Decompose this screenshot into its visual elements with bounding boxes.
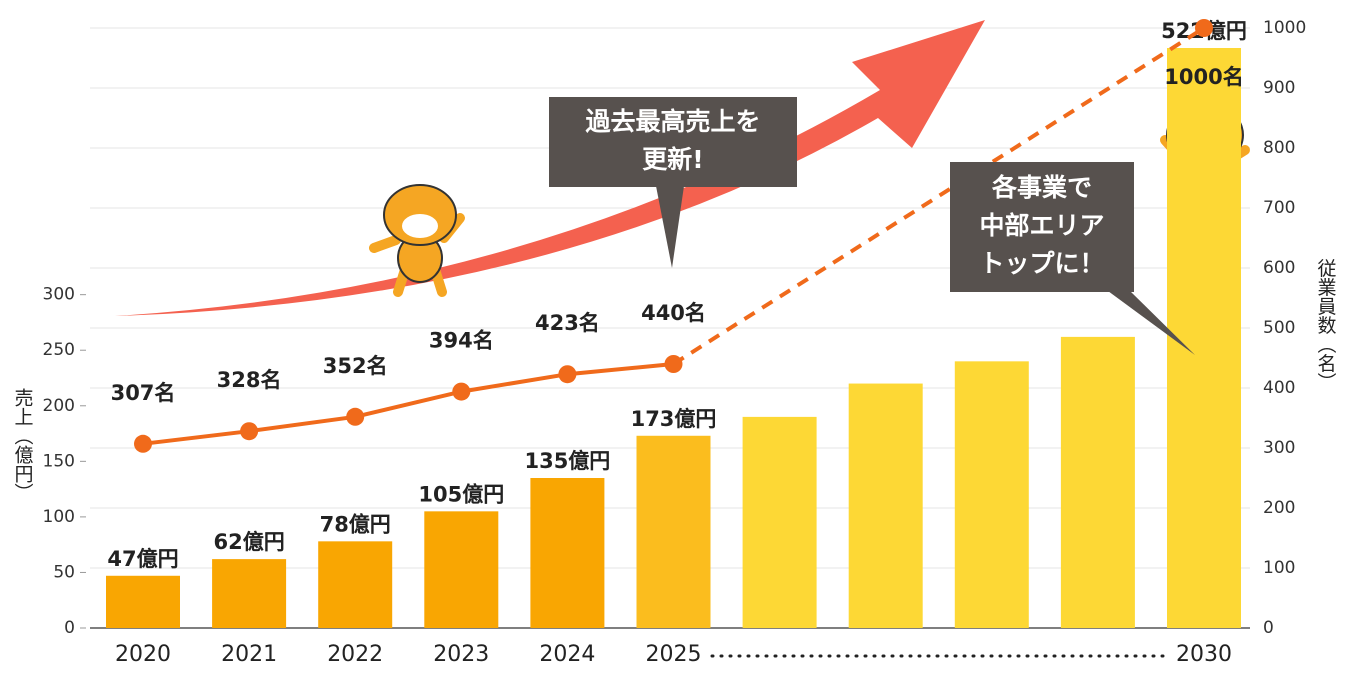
bar [424,511,499,628]
x-tick-label: 2025 [646,642,702,667]
line-point [346,407,365,426]
y-tick-label: 0 [64,618,75,638]
line-value-label: 423名 [535,311,600,335]
x-tick-label: 2022 [327,642,383,667]
y2-tick-label: 100 [1263,558,1295,578]
y-tick-label: 200 [43,396,75,416]
bar [636,435,711,628]
y2-tick-label: 700 [1263,198,1295,218]
line-value-label: 328名 [217,368,282,392]
y2-tick-label: 600 [1263,258,1295,278]
bar-value-label: 78億円 [320,512,391,536]
bar [848,383,923,628]
callout-box [549,97,797,187]
line-point [134,434,152,453]
line-value-label: 394名 [429,329,494,353]
bar [318,541,393,628]
bar [530,478,605,628]
y-tick-label: 250 [43,340,75,360]
line-value-label: 352名 [323,354,388,378]
bar [106,575,180,628]
callout-text: 各事業で [991,173,1092,202]
y2-tick-label: 1000 [1263,18,1306,38]
y2-tick-label: 0 [1263,618,1274,638]
line-value-label: 307名 [111,381,176,405]
x-tick-label: 2023 [433,642,489,667]
y2-tick-label: 500 [1263,318,1295,338]
y-tick-label: 100 [43,507,75,527]
line-value-label: 1000名 [1164,65,1243,89]
callout-text: 更新! [642,145,703,174]
callout-text: 中部エリア [979,211,1104,240]
y2-tick-label: 800 [1263,138,1295,158]
callout-box [950,162,1134,292]
bar-value-label: 62億円 [213,530,284,554]
callout-text: 過去最高売上を [585,107,760,136]
bar [1167,48,1241,628]
line-value-label: 440名 [641,301,706,325]
line-point [452,382,471,401]
y2-axis-label: 従業員数（名） [1315,258,1337,391]
y2-tick-label: 900 [1263,78,1295,98]
line [142,362,674,446]
y2-tick-label: 300 [1263,438,1295,458]
x-tick-label: 2030 [1176,642,1232,667]
bar [742,416,817,628]
bar [954,361,1029,628]
y-axis-label: 売上（億円） [12,388,34,502]
bar-value-label: 135億円 [524,449,610,473]
y2-tick-label: 200 [1263,498,1295,518]
line-point [558,365,577,384]
bar [1060,336,1135,628]
bar [212,559,287,628]
y-tick-label: 150 [43,451,75,471]
y-tick-label: 50 [53,562,75,582]
bar-value-label: 47億円 [107,547,178,571]
callout-pointer [1108,291,1195,355]
bar-value-label: 105億円 [418,482,504,506]
x-tick-label: 2021 [221,642,277,667]
x-tick-label: 2020 [115,642,171,667]
x-tick-label: 2024 [539,642,595,667]
bar-value-label: 173億円 [631,407,717,431]
y-tick-label: 300 [43,285,75,305]
line-point [1195,19,1213,37]
growth-arrow [115,20,985,316]
y2-tick-label: 400 [1263,378,1295,398]
line-point [240,422,259,441]
mascot [369,184,465,297]
callout-text: トップに！ [979,249,1104,278]
line-point [664,355,683,373]
callout-pointer [656,186,684,268]
